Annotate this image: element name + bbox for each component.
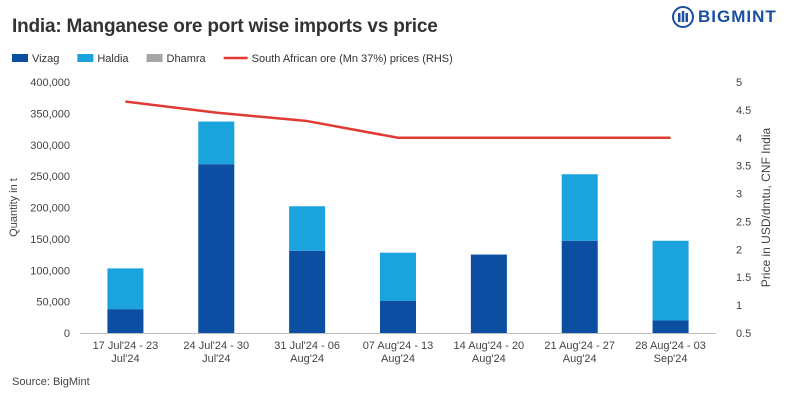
x-tick-label-line: Aug'24 <box>290 353 324 365</box>
x-tick-label-line: Jul'24 <box>111 353 139 365</box>
y-axis-title: Quantity in t <box>8 178 20 237</box>
bar-haldia-1 <box>198 121 235 165</box>
x-tick-label-6: 28 Aug'24 - 03 Sep'24 <box>635 340 706 365</box>
y-tick-label: 350,000 <box>30 108 70 120</box>
x-tick-label-5: 21 Aug'24 - 27 Aug'24 <box>544 340 615 365</box>
x-tick-label-line: 24 Jul'24 - 30 <box>183 340 249 352</box>
y2-tick-label: 3.5 <box>736 161 751 173</box>
x-tick-label-line: Sep'24 <box>654 353 688 365</box>
chart-title: India: Manganese ore port wise imports v… <box>12 16 438 37</box>
y-tick-label: 200,000 <box>30 203 70 215</box>
source-note: Source: BigMint <box>12 376 90 388</box>
y2-tick-label: 4 <box>736 133 742 145</box>
bar-vizag-3 <box>380 300 416 333</box>
price-line <box>125 100 671 140</box>
x-tick-label-line: 14 Aug'24 - 20 <box>454 340 525 352</box>
y-tick-label: 250,000 <box>30 171 70 183</box>
y2-tick-label: 1 <box>736 300 742 312</box>
bar-vizag-4 <box>470 254 507 333</box>
bigmint-logo-text: BIGMINT <box>698 7 777 26</box>
x-tick-label-2: 31 Jul'24 - 06 Aug'24 <box>274 340 340 365</box>
x-tick-label-3: 07 Aug'24 - 13 Aug'24 <box>363 340 434 365</box>
bar-vizag-2 <box>289 250 326 333</box>
y-tick-label: 50,000 <box>36 297 70 309</box>
y2-tick-label: 1.5 <box>736 272 751 284</box>
bar-vizag-6 <box>652 320 689 333</box>
bar-haldia-3 <box>380 252 416 301</box>
x-tick-label-line: 31 Jul'24 - 06 <box>274 340 340 352</box>
bigmint-logo: BIGMINT <box>672 6 777 28</box>
x-tick-label-line: Aug'24 <box>563 353 597 365</box>
y-tick-label: 300,000 <box>30 140 70 152</box>
bar-haldia-6 <box>652 240 689 321</box>
x-tick-label-line: 07 Aug'24 - 13 <box>363 340 434 352</box>
y-tick-label: 0 <box>64 328 70 340</box>
x-tick-label-line: 21 Aug'24 - 27 <box>544 340 615 352</box>
bar-haldia-5 <box>561 174 598 241</box>
y2-tick-label: 3 <box>736 189 742 201</box>
y2-tick-label: 0.5 <box>736 328 751 340</box>
y2-tick-label: 5 <box>736 77 742 89</box>
bar-vizag-5 <box>561 240 598 333</box>
y2-axis-title: Price in USD/dmtu, CNF India <box>759 127 773 287</box>
x-tick-label-1: 24 Jul'24 - 30 Jul'24 <box>183 340 249 365</box>
legend-label-1: Haldia <box>97 53 129 65</box>
y2-tick-label: 2.5 <box>736 216 751 228</box>
bar-vizag-0 <box>107 309 144 333</box>
y-tick-label: 150,000 <box>30 234 70 246</box>
x-tick-label-line: 28 Aug'24 - 03 <box>635 340 706 352</box>
x-tick-label-line: Jul'24 <box>202 353 230 365</box>
x-tick-label-line: Aug'24 <box>472 353 506 365</box>
x-tick-label-0: 17 Jul'24 - 23 Jul'24 <box>93 340 159 365</box>
y-tick-label: 100,000 <box>30 265 70 277</box>
y-tick-label: 400,000 <box>30 77 70 89</box>
x-tick-label-4: 14 Aug'24 - 20 Aug'24 <box>454 340 525 365</box>
bigmint-logo-icon <box>672 6 694 28</box>
x-tick-label-line: Aug'24 <box>381 353 415 365</box>
legend-label-0: Vizag <box>32 53 59 65</box>
legend-swatch-2 <box>146 54 163 62</box>
y2-tick-label: 4.5 <box>736 105 751 117</box>
legend-swatch-1 <box>77 54 94 62</box>
legend-swatch-0 <box>12 54 28 62</box>
bar-haldia-0 <box>107 268 144 310</box>
legend-label-3: South African ore (Mn 37%) prices (RHS) <box>252 53 453 65</box>
legend-label-2: Dhamra <box>167 53 207 65</box>
y2-tick-label: 2 <box>736 244 742 256</box>
bar-vizag-1 <box>198 164 235 333</box>
x-tick-label-line: 17 Jul'24 - 23 <box>93 340 159 352</box>
bar-haldia-2 <box>289 206 326 251</box>
